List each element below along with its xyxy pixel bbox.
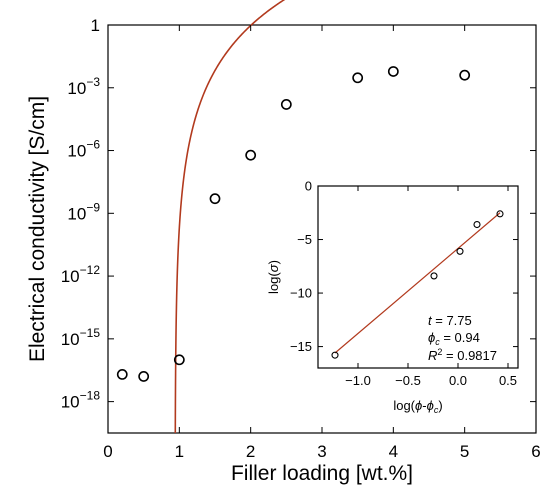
main-data-point (173, 354, 185, 366)
main-y-tick-label: 10−9 (67, 200, 100, 223)
main-x-tick-label: 3 (317, 442, 326, 461)
inset-x-tick-label: 0.5 (499, 373, 517, 388)
inset-x-tick-label: 0.0 (449, 373, 467, 388)
inset-y-tick-label: 0 (305, 179, 312, 194)
main-data-point (352, 72, 364, 84)
inset-data-point (331, 351, 339, 359)
main-y-tick-label: 1 (91, 16, 100, 35)
main-y-tick-label: 10−12 (61, 263, 101, 286)
main-data-point (245, 149, 257, 161)
main-y-tick-label: 10−15 (61, 326, 101, 349)
inset-y-tick-label: −15 (290, 339, 312, 354)
main-y-tick-label: 10−6 (67, 138, 100, 161)
inset-data-point (496, 210, 504, 218)
main-x-tick-label: 0 (103, 442, 112, 461)
inset-data-point (456, 247, 464, 255)
main-fit-curve (174, 0, 286, 434)
main-x-tick-label: 4 (389, 442, 398, 461)
main-x-axis-title: Filler loading [wt.%] (231, 462, 413, 485)
inset-x-axis-title: log(ϕ-ϕc) (393, 398, 442, 415)
inset-y-tick-label: −10 (290, 286, 312, 301)
main-data-point (459, 69, 471, 81)
inset-data-point (473, 220, 481, 229)
main-data-point (387, 66, 399, 77)
inset-x-tick-label: −1.0 (345, 373, 371, 388)
main-x-tick-label: 6 (531, 442, 540, 461)
annotation-phi-c: ϕc = 0.94 (428, 330, 480, 347)
inset-plot-frame (317, 185, 519, 369)
main-y-tick-label: 10−18 (61, 389, 101, 412)
inset-background (318, 186, 518, 368)
main-y-tick-label: 10−3 (67, 75, 100, 98)
main-data-point (138, 371, 150, 382)
main-y-ticks: 1 10−3 10−6 10−9 10−12 10−15 10−18 (61, 16, 536, 412)
inset-y-ticks: 0 −5 −10 −15 (290, 179, 518, 354)
main-y-axis-title: Electrical conductivity [S/cm] (26, 96, 49, 362)
main-data-point (280, 99, 292, 110)
main-x-tick-label: 5 (460, 442, 469, 461)
inset-x-tick-label: −0.5 (395, 373, 421, 388)
inset-data-point (430, 272, 438, 280)
inset-y-axis-title: log(σ) (266, 260, 281, 294)
main-x-tick-label: 2 (246, 442, 255, 461)
inset-plot: −1.0 −0.5 0.0 0.5 0 −5 −10 −15 log(ϕ-ϕc) log(σ… (266, 179, 519, 415)
annotation-t: t = 7.75 (428, 313, 472, 328)
annotation-r-squared: R2 = 0.9817 (428, 347, 497, 363)
main-data-point (209, 193, 221, 205)
main-x-ticks: 0 1 2 3 4 5 6 (103, 25, 541, 461)
inset-y-tick-label: −5 (297, 232, 312, 247)
inset-fit-line (334, 212, 501, 354)
main-data-points (116, 66, 471, 382)
main-data-point (116, 368, 128, 380)
inset-data-points (331, 210, 504, 359)
inset-x-ticks: −1.0 −0.5 0.0 0.5 (345, 186, 517, 388)
main-x-tick-label: 1 (175, 442, 184, 461)
main-plot: 0 1 2 3 4 5 6 1 10−3 10−6 10−9 10−12 10−15 10−18 Fil… (26, 0, 541, 485)
